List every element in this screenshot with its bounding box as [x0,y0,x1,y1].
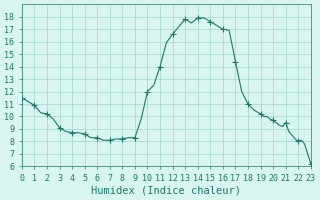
X-axis label: Humidex (Indice chaleur): Humidex (Indice chaleur) [91,186,241,196]
